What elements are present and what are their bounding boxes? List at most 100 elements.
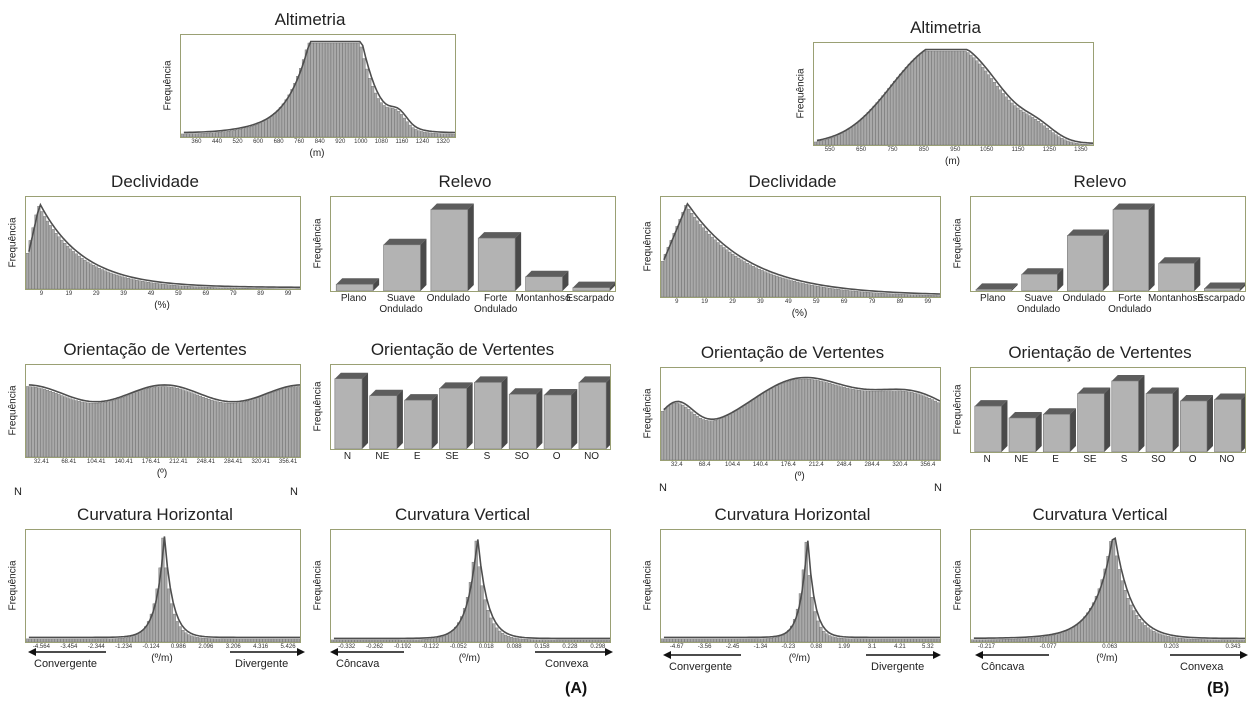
hist-bar (1064, 140, 1067, 145)
hist-bar (846, 639, 849, 642)
hist-bar (908, 295, 911, 297)
hist-bar (110, 639, 113, 642)
hist-bar (1095, 596, 1098, 642)
hist-bar (831, 384, 834, 460)
panel-label-a: (A) (565, 680, 587, 698)
hist-bar (773, 275, 776, 297)
hist-bar (173, 285, 176, 289)
hist-bar (928, 295, 931, 297)
hist-bar (182, 390, 185, 457)
hist-bar (396, 640, 399, 642)
hist-bar (49, 225, 52, 289)
hist-bar (905, 67, 908, 145)
hist-bar (752, 639, 755, 642)
hist-bar (770, 274, 773, 297)
hist-bar (221, 132, 224, 137)
hist-bar (569, 640, 572, 642)
hist-bar (127, 395, 130, 457)
y-axis-label: Frequência (8, 217, 19, 267)
hist-bar (1170, 637, 1173, 642)
hist-bar (575, 640, 578, 642)
hist-bar (781, 635, 784, 642)
hist-bar (864, 391, 867, 460)
x-tick-label: -0.124 (143, 644, 160, 650)
hist-bar (55, 639, 58, 642)
chart-b-alt: Altimetria Frequência 550 650 750 850 950 1050 1… (793, 18, 1098, 178)
hist-bar (823, 140, 826, 145)
hist-bar (1228, 640, 1231, 642)
hist-bar (740, 407, 743, 460)
hist-bar (26, 386, 29, 457)
hist-bar (899, 391, 902, 460)
hist-bar (159, 284, 162, 289)
hist-bar (1161, 635, 1164, 642)
hist-bar (81, 402, 84, 457)
hist-bar (1020, 110, 1023, 145)
x-axis-label: (º) (660, 471, 939, 482)
x-tick-label: 79 (869, 299, 876, 305)
hist-bar (884, 92, 887, 145)
hist-bar (837, 638, 840, 642)
hist-bar (914, 639, 917, 642)
hist-bar (787, 381, 790, 460)
category-label: NO (584, 451, 599, 462)
hist-bar (790, 380, 793, 460)
y-axis-label: Frequência (8, 385, 19, 435)
hist-bar (101, 270, 104, 289)
hist-bar (245, 288, 248, 289)
hist-bar (222, 288, 225, 289)
hist-bar (1061, 138, 1064, 145)
x-tick-label: 99 (924, 299, 931, 305)
hist-bar (864, 115, 867, 145)
hist-bar (999, 90, 1002, 145)
hist-bar (761, 394, 764, 460)
hist-bar (144, 282, 147, 289)
arrow-label: Côncava (981, 661, 1024, 673)
hist-bar (110, 401, 113, 457)
hist-bar (1032, 638, 1035, 642)
y-axis-label: Frequência (163, 60, 174, 110)
hist-bar (914, 295, 917, 297)
hist-bar (764, 639, 767, 642)
x-tick-label: 89 (897, 299, 904, 305)
hist-bar (522, 639, 525, 642)
hist-bar (917, 56, 920, 145)
plot-svg (331, 197, 615, 291)
hist-bar (213, 639, 216, 642)
hist-bar (237, 403, 240, 457)
hist-bar (870, 292, 873, 297)
hist-bar (493, 624, 496, 642)
hist-bar (202, 397, 205, 457)
category-label: Suave Ondulado (1017, 293, 1060, 315)
category-label: SE (1083, 454, 1096, 465)
hist-bar (115, 639, 118, 642)
y-axis-label: Frequência (796, 68, 807, 118)
hist-bar (283, 639, 286, 642)
hist-bar (1028, 116, 1031, 145)
hist-bar (755, 639, 758, 642)
hist-bar (835, 136, 838, 145)
hist-bar (208, 287, 211, 289)
hist-bar (288, 95, 291, 137)
hist-bar (711, 639, 714, 642)
hist-bar (38, 388, 41, 457)
hist-bar (58, 237, 61, 289)
hist-bar (861, 391, 864, 460)
hist-bar (584, 640, 587, 642)
hist-bar (699, 639, 702, 642)
hist-bar (861, 639, 864, 642)
hist-bar (723, 639, 726, 642)
hist-bar (245, 401, 248, 457)
hist-bar (902, 391, 905, 460)
hist-bar (673, 639, 676, 642)
hist-bar (560, 640, 563, 642)
hist-bar (202, 287, 205, 289)
hist-bar (219, 402, 222, 457)
orient-start-label: N (659, 482, 667, 494)
hist-bar (834, 637, 837, 642)
hist-bar (487, 610, 490, 642)
hist-bar (1072, 143, 1075, 145)
hist-bar (811, 379, 814, 460)
hist-bar (61, 240, 64, 289)
hist-bar (124, 278, 127, 289)
